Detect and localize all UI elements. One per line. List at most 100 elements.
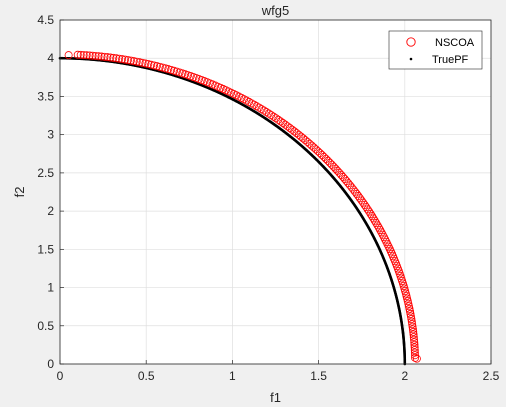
nscoa-point — [115, 54, 124, 63]
nscoa-point — [405, 307, 414, 316]
nscoa-point — [373, 221, 382, 230]
legend-box — [388, 30, 483, 70]
nscoa-point — [381, 235, 390, 244]
nscoa-point — [359, 198, 368, 207]
nscoa-point — [412, 354, 421, 363]
y-tick-label: 3.5 — [37, 89, 54, 103]
nscoa-point — [129, 57, 138, 66]
nscoa-point — [259, 106, 268, 115]
nscoa-point — [257, 105, 266, 114]
nscoa-point — [377, 228, 386, 237]
nscoa-point — [250, 100, 259, 109]
nscoa-point — [247, 99, 256, 108]
nscoa-point — [94, 52, 103, 61]
nscoa-point — [147, 60, 156, 69]
x-tick-label: 2.5 — [483, 369, 500, 383]
nscoa-point — [138, 58, 147, 67]
nscoa-point — [262, 108, 271, 117]
chart-title: wfg5 — [261, 3, 289, 18]
nscoa-point — [64, 51, 73, 60]
nscoa-point — [376, 225, 385, 234]
x-tick-label: 0 — [57, 369, 64, 383]
nscoa-point — [158, 63, 167, 72]
nscoa-point — [410, 346, 419, 355]
y-tick-label: 2.5 — [37, 166, 54, 180]
nscoa-point — [88, 51, 97, 60]
y-axis-label: f2 — [12, 187, 27, 198]
nscoa-point — [410, 343, 419, 352]
x-tick-labels: 0 0.5 1 1.5 2 2.5 — [57, 369, 500, 383]
plot-area — [60, 20, 491, 364]
nscoa-point — [411, 353, 420, 362]
nscoa-point — [100, 52, 109, 61]
nscoa-point — [407, 317, 416, 326]
nscoa-point — [408, 322, 417, 331]
nscoa-point — [126, 56, 135, 65]
x-axis-label: f1 — [270, 390, 281, 405]
series-nscoa — [64, 50, 421, 363]
nscoa-point — [82, 51, 91, 60]
nscoa-point — [410, 335, 419, 344]
nscoa-point — [79, 51, 88, 60]
y-tick-label: 4.5 — [37, 13, 54, 27]
legend-marker-truepf — [409, 57, 413, 61]
nscoa-point — [379, 233, 388, 242]
nscoa-point — [155, 62, 164, 71]
series-truepf — [58, 56, 407, 366]
nscoa-point — [366, 209, 375, 218]
x-tick-label: 1 — [229, 369, 236, 383]
nscoa-point — [410, 348, 419, 357]
y-tick-label: 1.5 — [37, 242, 54, 256]
nscoa-point — [103, 53, 112, 62]
x-tick-label: 1.5 — [310, 369, 327, 383]
nscoa-point — [407, 315, 416, 324]
nscoa-point — [97, 52, 106, 61]
legend-marker-nscoa — [406, 37, 416, 47]
nscoa-point — [135, 58, 144, 67]
nscoa-point — [370, 216, 379, 225]
y-tick-label: 0.5 — [37, 319, 54, 333]
nscoa-point — [73, 50, 82, 59]
legend: NSCOA TruePF — [388, 30, 483, 70]
nscoa-point — [368, 212, 377, 221]
nscoa-point — [161, 64, 170, 73]
nscoa-point — [118, 55, 127, 64]
nscoa-point — [132, 57, 141, 66]
x-tick-label: 2 — [401, 369, 408, 383]
nscoa-point — [121, 55, 130, 64]
nscoa-point — [409, 333, 418, 342]
nscoa-point — [409, 327, 418, 336]
nscoa-point — [85, 51, 94, 60]
nscoa-point — [141, 59, 150, 68]
nscoa-point — [91, 51, 100, 60]
nscoa-point — [255, 103, 264, 112]
axes-box — [59, 19, 492, 365]
nscoa-point — [360, 200, 369, 209]
y-tick-labels: 0 0.5 1 1.5 2 2.5 3 3.5 4 4.5 — [37, 13, 54, 371]
nscoa-point — [410, 338, 419, 347]
nscoa-point — [242, 96, 251, 105]
y-tick-label: 4 — [47, 51, 54, 65]
nscoa-point — [152, 62, 161, 71]
nscoa-point — [408, 325, 417, 334]
legend-label-nscoa: NSCOA — [435, 37, 475, 49]
legend-label-truepf: TruePF — [432, 54, 469, 66]
nscoa-point — [408, 320, 417, 329]
nscoa-point — [409, 330, 418, 339]
nscoa-point — [245, 97, 254, 106]
nscoa-point — [369, 214, 378, 223]
nscoa-point — [252, 102, 261, 111]
nscoa-point — [372, 219, 381, 228]
nscoa-point — [363, 205, 372, 214]
y-tick-label: 3 — [47, 128, 54, 142]
nscoa-point — [144, 60, 153, 69]
nscoa-point — [362, 203, 371, 212]
nscoa-point — [357, 196, 366, 205]
nscoa-point — [405, 304, 414, 313]
nscoa-point — [150, 61, 159, 70]
nscoa-point — [76, 50, 85, 59]
nscoa-point — [406, 312, 415, 321]
y-tick-label: 1 — [47, 281, 54, 295]
nscoa-point — [410, 340, 419, 349]
